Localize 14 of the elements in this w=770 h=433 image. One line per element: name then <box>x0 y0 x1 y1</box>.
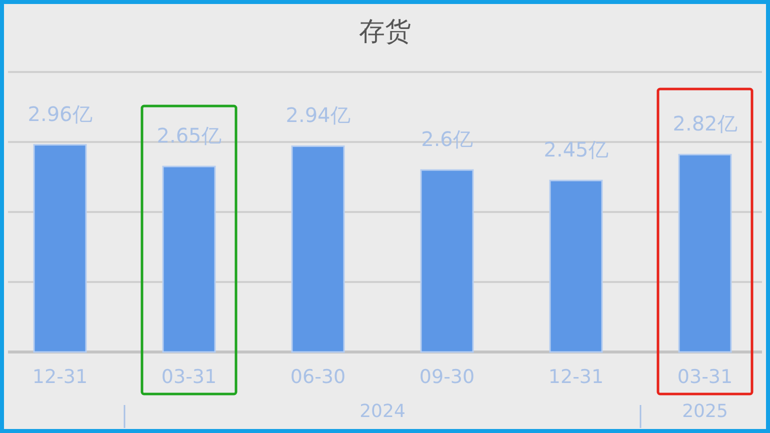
data-label: 2.94亿 <box>286 103 350 128</box>
x-tick-label: 09-30 <box>419 366 475 388</box>
chart-title: 存货 <box>359 17 411 47</box>
x-tick-label: 12-31 <box>32 366 88 388</box>
data-label: 2.82亿 <box>672 112 738 136</box>
x-tick-label: 03-31 <box>161 366 217 388</box>
x-tick-label: 03-31 <box>677 366 733 388</box>
year-groups: 2024 2025 <box>124 401 728 428</box>
x-tick-label: 06-30 <box>290 366 346 388</box>
data-label: 2.65亿 <box>156 124 222 148</box>
data-label: 2.45亿 <box>544 138 608 162</box>
x-tick-label: 12-31 <box>548 366 604 388</box>
data-label: 2.96亿 <box>28 102 92 126</box>
data-label: 2.6亿 <box>421 127 473 151</box>
